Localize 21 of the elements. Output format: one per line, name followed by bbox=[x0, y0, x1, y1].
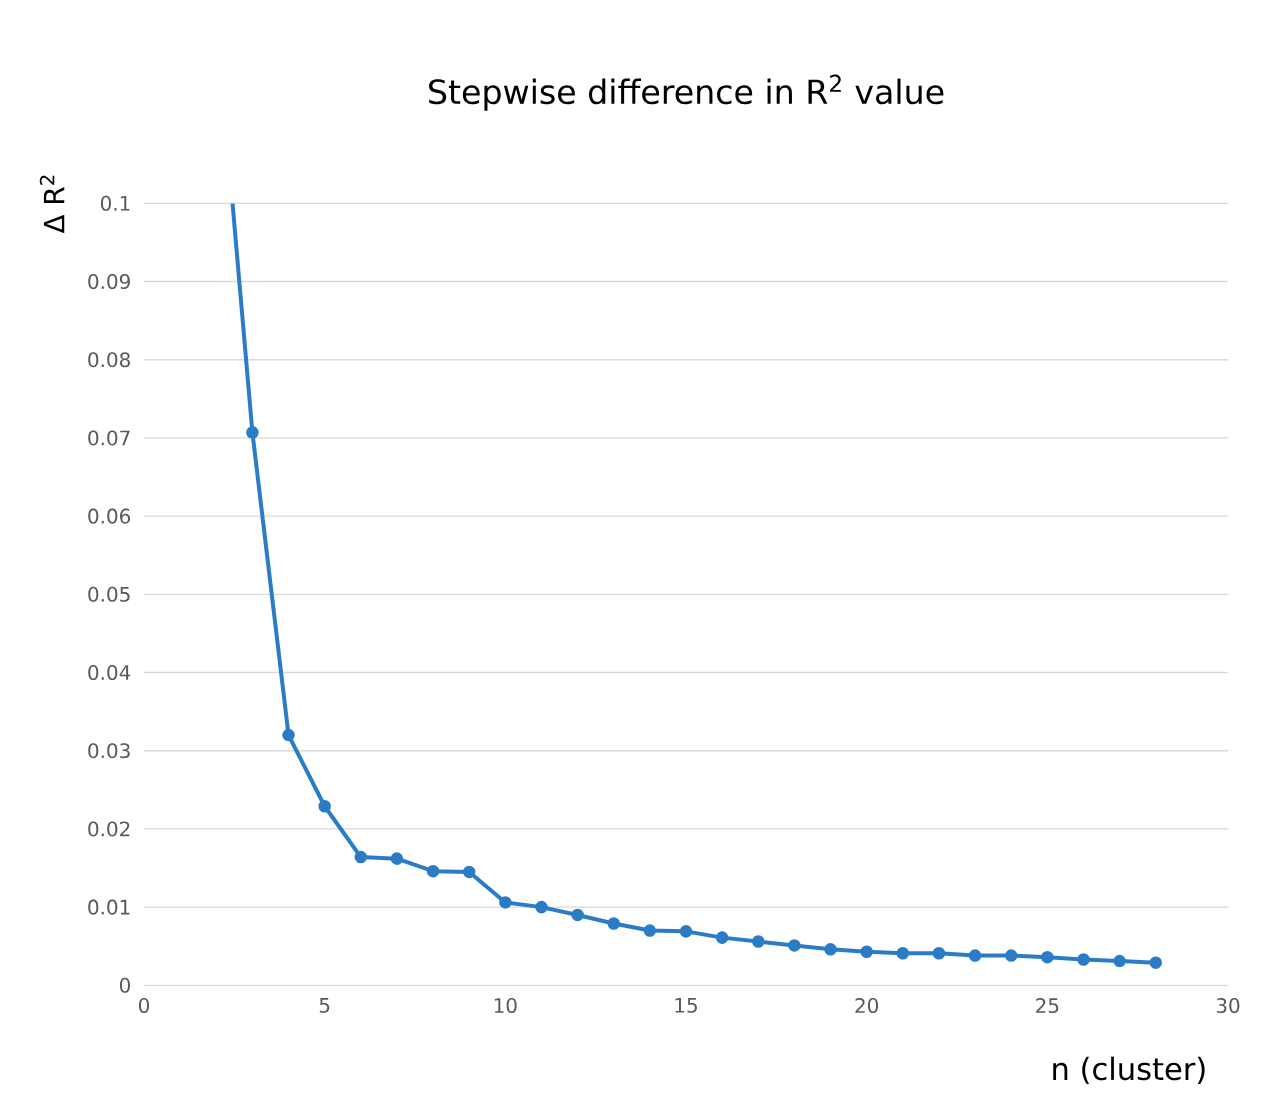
y-tick-label: 0.07 bbox=[88, 430, 130, 446]
y-tick-label: 0.06 bbox=[88, 508, 131, 524]
y-tick-label: 0.02 bbox=[88, 821, 130, 837]
chart-title: Stepwise difference in R$^{2}$ value bbox=[429, 74, 944, 111]
x-axis-title: n (cluster) bbox=[1053, 1056, 1205, 1085]
y-tick-label: 0.03 bbox=[88, 743, 130, 759]
x-tick-label: 30 bbox=[1216, 998, 1240, 1014]
x-tick-label: 10 bbox=[494, 998, 517, 1014]
x-tick-label: 20 bbox=[855, 998, 879, 1014]
y-tick-label: 0 bbox=[119, 977, 130, 994]
y-tick-label: 0.04 bbox=[88, 665, 131, 681]
y-tick-label: 0.09 bbox=[88, 274, 130, 290]
y-axis-title: Δ R$^{2}$ bbox=[39, 175, 65, 234]
x-tick-label: 0 bbox=[138, 998, 150, 1014]
x-tick-label: 15 bbox=[675, 998, 697, 1013]
x-tick-label: 25 bbox=[1036, 998, 1059, 1014]
y-tick-label: 0.05 bbox=[88, 586, 130, 603]
y-tick-label: 0.01 bbox=[88, 899, 130, 915]
y-tick-label: 0.1 bbox=[100, 195, 130, 212]
x-tick-label: 5 bbox=[319, 998, 330, 1013]
y-tick-label: 0.08 bbox=[88, 352, 130, 368]
